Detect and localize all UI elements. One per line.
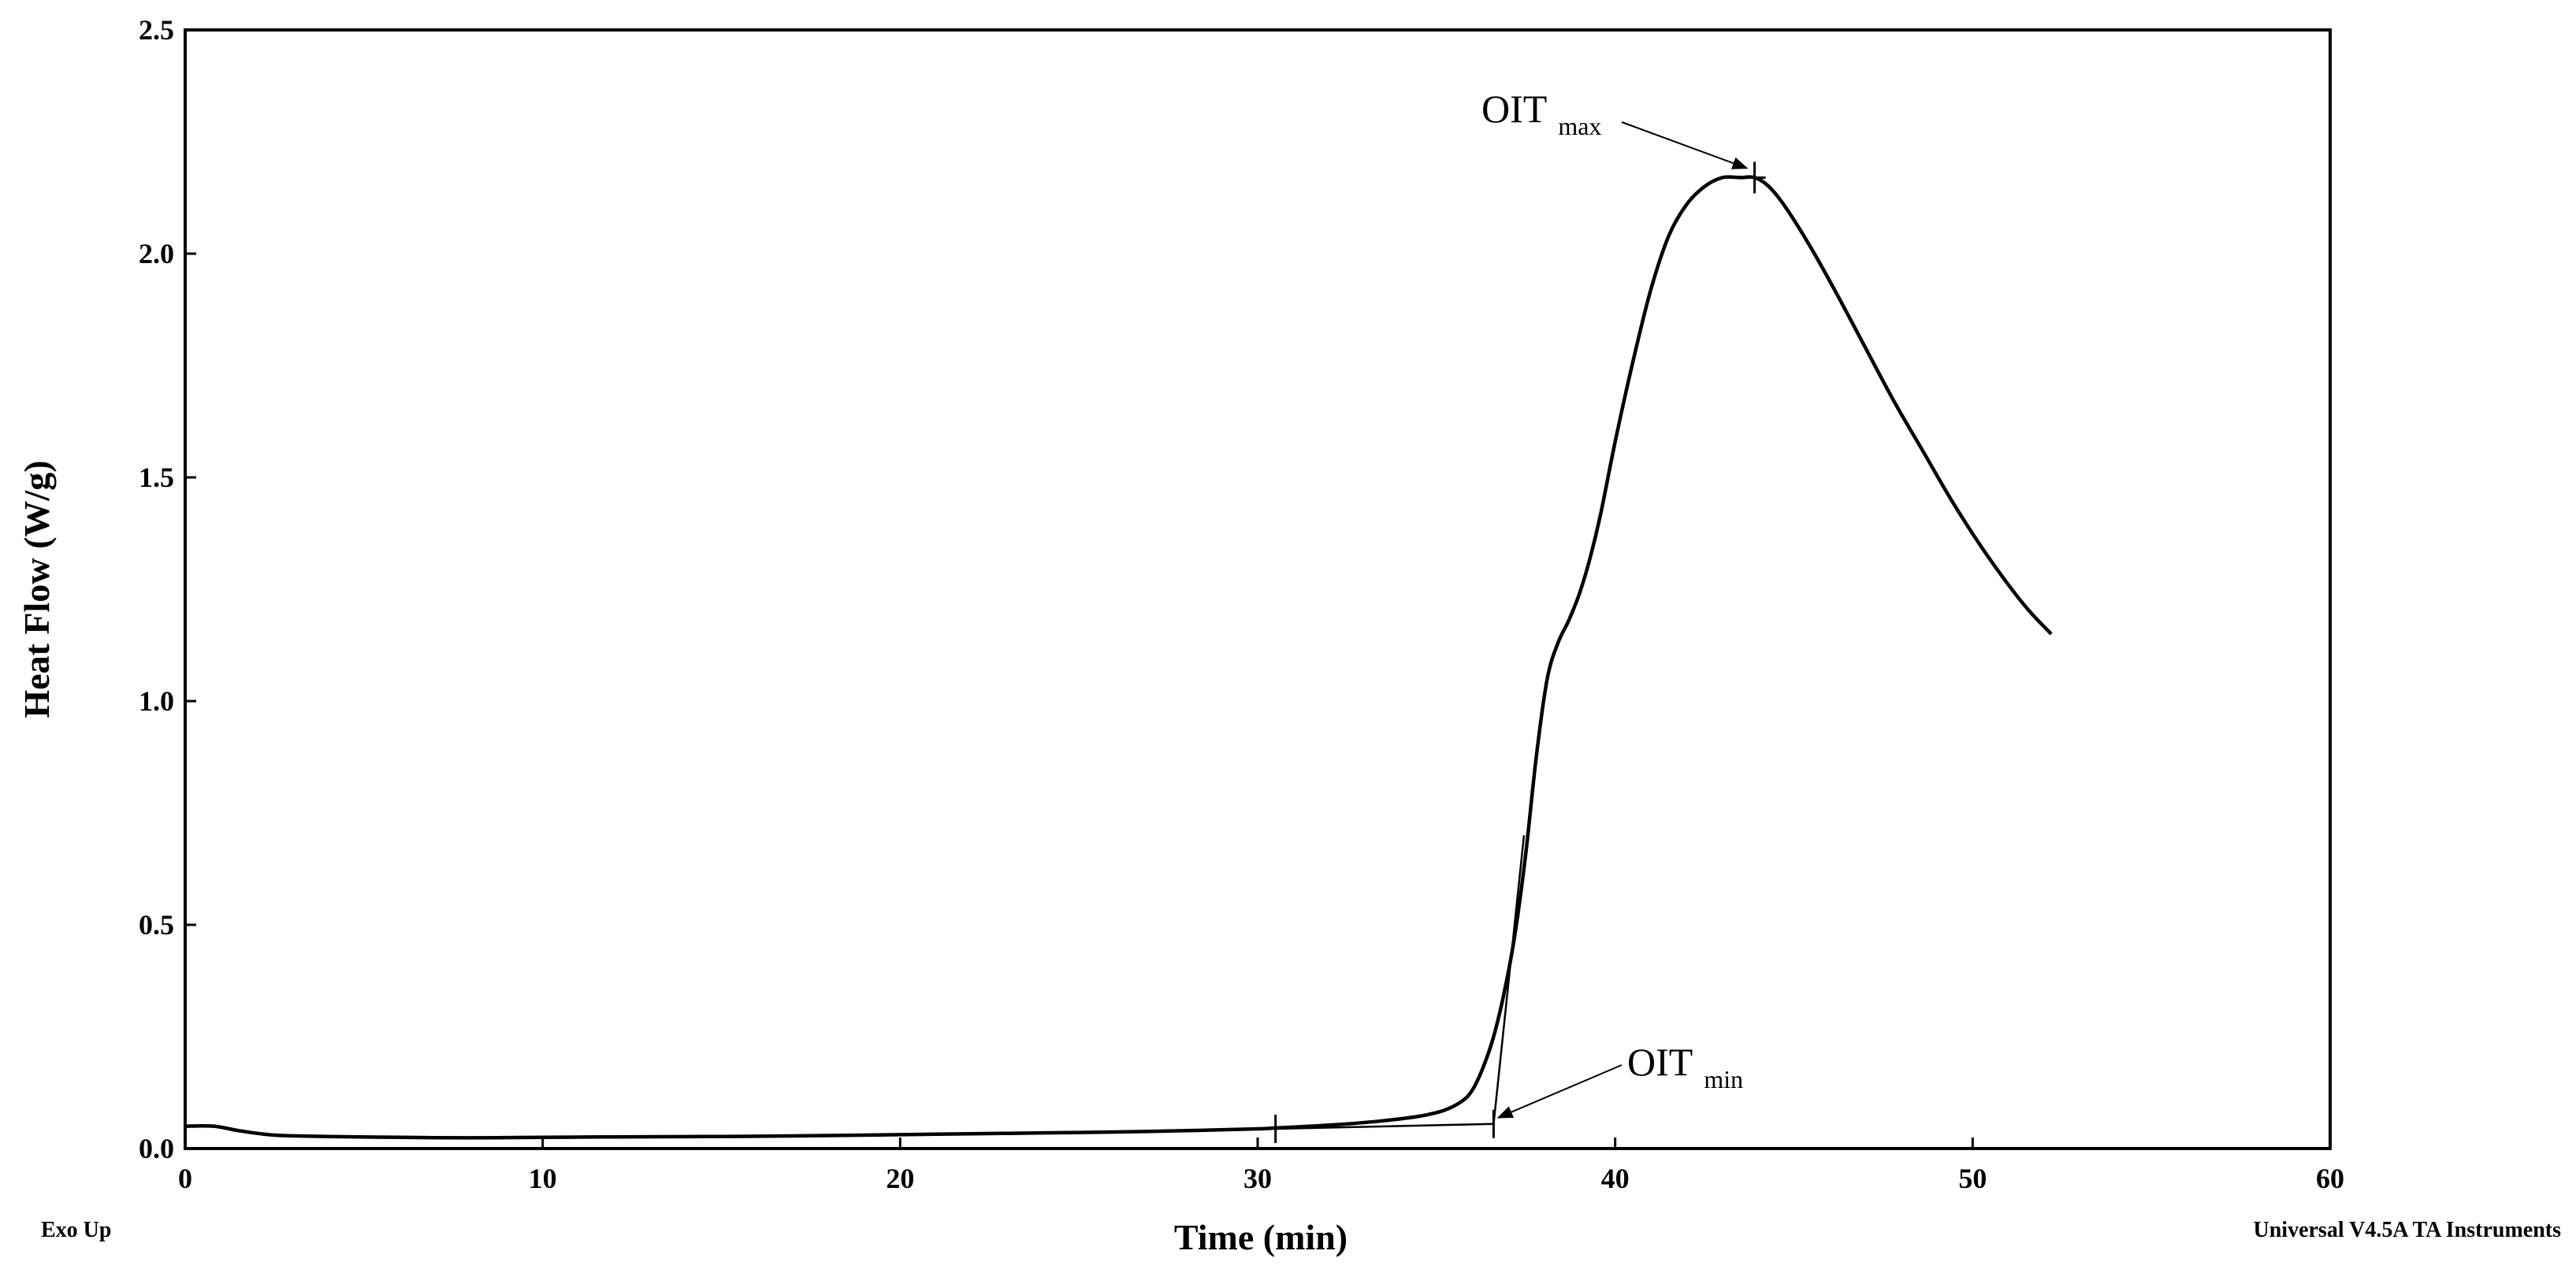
x-tick-label: 60 <box>2316 1163 2344 1194</box>
x-tick-label: 40 <box>1601 1163 1630 1194</box>
x-tick-label: 0 <box>178 1163 192 1194</box>
annotation-arrow <box>1621 121 1749 169</box>
tangent-line <box>1492 835 1526 1124</box>
baseline-line <box>1275 1123 1494 1130</box>
annotation-label-max: OIT max <box>1481 87 1601 140</box>
y-axis: 0.0 0.5 1.0 1.5 2.0 2.5 <box>139 14 196 1164</box>
annotation-subscript: max <box>1558 112 1601 140</box>
y-tick-label: 1.0 <box>139 685 174 717</box>
y-tick-label: 2.0 <box>139 238 174 269</box>
heat-flow-series <box>184 175 2053 1140</box>
exo-up-label: Exo Up <box>41 1218 111 1242</box>
y-tick-label: 1.5 <box>139 462 174 493</box>
y-tick-label: 2.5 <box>139 14 174 46</box>
annotation-layer: OIT max OIT min <box>1274 87 1766 1144</box>
x-axis: 0 10 20 30 40 50 60 <box>178 1138 2344 1194</box>
annotation-main-text: OIT <box>1627 1040 1693 1084</box>
x-tick-label: 30 <box>1243 1163 1272 1194</box>
x-tick-label: 10 <box>529 1163 557 1194</box>
annotation-subscript: min <box>1704 1065 1743 1093</box>
software-credit: Universal V4.5A TA Instruments <box>2254 1218 2562 1242</box>
plot-frame <box>184 28 2332 1150</box>
y-axis-title: Heat Flow (W/g) <box>17 460 57 718</box>
annotation-arrow <box>1496 1064 1623 1119</box>
annotation-label-min: OIT min <box>1627 1040 1743 1093</box>
y-tick-label: 0.5 <box>139 909 174 941</box>
annotation-main-text: OIT <box>1481 87 1547 131</box>
x-tick-label: 50 <box>1958 1163 1987 1194</box>
y-tick-label: 0.0 <box>139 1133 174 1164</box>
x-axis-title: Time (min) <box>1174 1217 1347 1257</box>
x-tick-label: 20 <box>886 1163 914 1194</box>
series-layer <box>184 175 2053 1140</box>
